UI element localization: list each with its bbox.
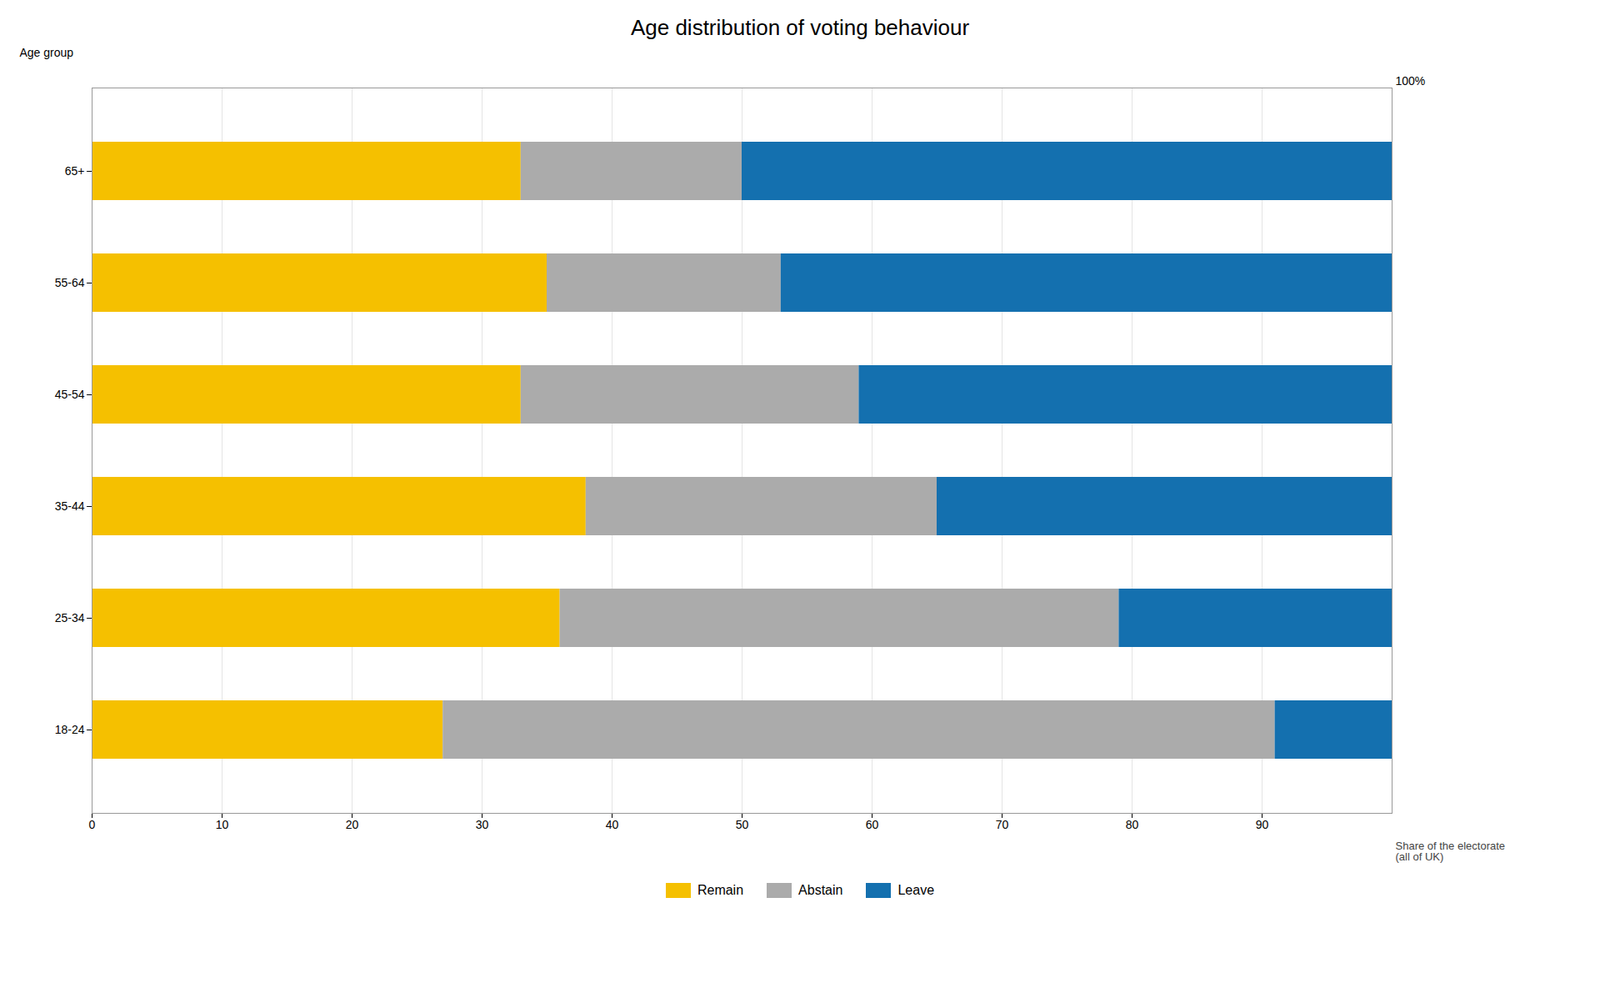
svg-text:60: 60 bbox=[865, 817, 880, 831]
svg-text:25-34: 25-34 bbox=[55, 610, 85, 625]
html-text:Remain: Remain bbox=[697, 882, 744, 897]
svg-text:Share of the electorate(all of: Share of the electorate(all of UK) bbox=[1395, 839, 1506, 863]
svg-text:70: 70 bbox=[995, 817, 1010, 831]
svg-text:55-64: 55-64 bbox=[55, 275, 85, 290]
svg-text:18-24: 18-24 bbox=[55, 722, 85, 736]
svg-text:30: 30 bbox=[475, 817, 490, 831]
svg-text:Age group: Age group bbox=[20, 45, 75, 60]
svg-text:100%: 100% bbox=[1395, 74, 1426, 88]
svg-text:80: 80 bbox=[1125, 817, 1140, 831]
svg-text:10: 10 bbox=[215, 817, 230, 831]
svg-text:0: 0 bbox=[89, 817, 96, 831]
html-text:Leave: Leave bbox=[897, 882, 935, 897]
html-text:Age distribution of voting beh: Age distribution of voting behaviour bbox=[630, 15, 970, 40]
svg-text:45-54: 45-54 bbox=[55, 387, 85, 401]
svg-text:35-44: 35-44 bbox=[55, 499, 85, 513]
svg-text:65+: 65+ bbox=[65, 164, 85, 178]
svg-text:90: 90 bbox=[1255, 817, 1270, 831]
svg-text:20: 20 bbox=[345, 817, 360, 831]
html-text:Abstain: Abstain bbox=[798, 882, 843, 897]
svg-text:40: 40 bbox=[605, 817, 620, 831]
svg-text:50: 50 bbox=[735, 817, 750, 831]
